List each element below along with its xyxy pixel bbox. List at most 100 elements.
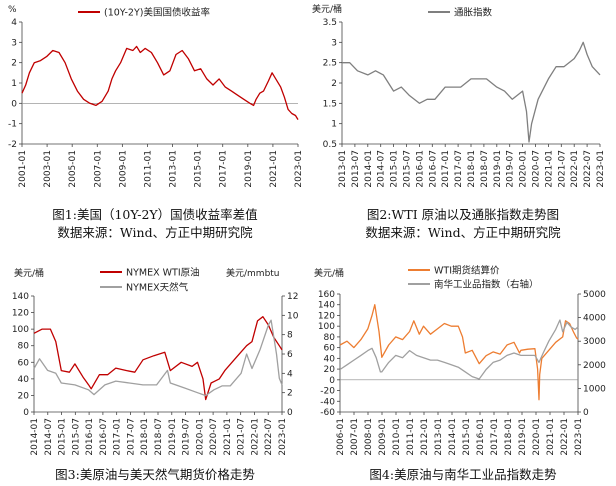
chart-2-x-tick-label: 2020-07 bbox=[532, 150, 542, 188]
chart-2-x-tick-label: 2015-07 bbox=[403, 150, 413, 188]
chart-4-x-tick-label: 2020-01 bbox=[532, 418, 542, 456]
chart-4-x-tick-label: 2017-01 bbox=[490, 418, 500, 456]
chart-4-y-tick-label: 20 bbox=[324, 365, 336, 375]
chart-3-unit-right: 美元/mmbtu bbox=[226, 267, 280, 279]
chart-4-y-tick-label: 0 bbox=[329, 376, 335, 386]
chart-1-x-tick-label: 2023-01 bbox=[294, 150, 304, 188]
chart-3-series-2-line bbox=[33, 319, 283, 397]
chart-3-y-tick-label: 120 bbox=[12, 309, 29, 319]
chart-1-x-tick-label: 2017-01 bbox=[219, 150, 229, 188]
chart-3-x-tick-label: 2014-01 bbox=[30, 418, 40, 456]
chart-3-y2-tick-label: 10 bbox=[287, 311, 299, 321]
chart-1-x-tick-label: 2015-01 bbox=[194, 150, 204, 188]
chart-1-x-tick-label: 2007-01 bbox=[93, 150, 103, 188]
chart-4-y2-tick-label: 4000 bbox=[583, 314, 606, 324]
chart-2-x-tick-label: 2016-07 bbox=[428, 150, 438, 188]
chart-3-y2-tick-label: 12 bbox=[287, 292, 298, 302]
chart-3-x-tick-label: 2021-07 bbox=[237, 418, 247, 456]
chart-1-unit-left: % bbox=[8, 5, 17, 15]
chart-3-x-tick-label: 2021-01 bbox=[223, 418, 233, 456]
chart-3-y-tick-label: 20 bbox=[18, 391, 30, 401]
chart-3-x-tick-label: 2022-07 bbox=[264, 418, 274, 456]
chart-4-x-tick-label: 2022-01 bbox=[560, 418, 570, 456]
chart-2-x-tick-label: 2020-01 bbox=[519, 150, 529, 188]
chart-4-y-tick-label: -20 bbox=[320, 387, 335, 397]
chart-4-y-tick-label: 120 bbox=[318, 311, 335, 321]
chart-4-x-tick-label: 2023-01 bbox=[574, 418, 584, 456]
chart-4-x-tick-label: 2019-01 bbox=[518, 418, 528, 456]
chart-2-source: 数据来源：Wind、方正中期研究院 bbox=[365, 225, 561, 240]
chart-2-x-tick-label: 2015-01 bbox=[390, 150, 400, 188]
chart-3-series-1-line bbox=[33, 316, 283, 401]
chart-3-x-tick-label: 2017-07 bbox=[126, 418, 136, 456]
chart-3-caption: 图3:美原油与美天然气期货价格走势 bbox=[55, 467, 255, 482]
chart-2-y-tick-label: 2 bbox=[331, 79, 337, 89]
chart-1-source: 数据来源：Wind、方正中期研究院 bbox=[57, 225, 253, 240]
chart-2-svg: 0.5 1 1.5 2 2.5 3 3.5 2013-01 2013-07 2014-01 2014… bbox=[312, 3, 606, 188]
chart-3-x-tick-label: 2018-01 bbox=[140, 418, 150, 456]
chart-1-x-tick-label: 2009-01 bbox=[118, 150, 128, 188]
chart-1-series-1-line bbox=[21, 45, 299, 120]
chart-4-y-tick-label: 60 bbox=[324, 344, 336, 354]
chart-3-y-tick-label: 40 bbox=[18, 375, 30, 385]
chart-2-x-tick-label: 2023-01 bbox=[596, 150, 606, 188]
chart-4-x-tick-label: 2012-01 bbox=[420, 418, 430, 456]
chart-4-caption: 图4:美原油与南华工业品指数走势 bbox=[369, 467, 557, 482]
chart-4-y-tick-label: 140 bbox=[318, 301, 335, 311]
chart-1-x-tick-label: 2011-01 bbox=[143, 150, 153, 188]
chart-2-y-tick-label: 3.5 bbox=[323, 18, 337, 28]
chart-2-x-tick-label: 2018-01 bbox=[467, 150, 477, 188]
chart-1-y-tick-label: 0 bbox=[11, 99, 17, 109]
chart-1-y-tick-label: 4 bbox=[11, 18, 17, 28]
chart-4-x-tick-label: 2018-01 bbox=[504, 418, 514, 456]
chart-1-y-tick-label: 3 bbox=[11, 38, 17, 48]
chart-1-x-tick-label: 2005-01 bbox=[68, 150, 78, 188]
chart-3-y-tick-label: 0 bbox=[23, 408, 29, 418]
chart-2-x-tick-label: 2014-07 bbox=[377, 150, 387, 188]
chart-2-x-tick-label: 2017-07 bbox=[454, 150, 464, 188]
chart-3-x-tick-label: 2022-01 bbox=[250, 418, 260, 456]
chart-2-caption: 图2:WTI 原油以及通胀指数走势图 bbox=[366, 207, 560, 222]
chart-2-y-tick-label: 0.5 bbox=[323, 140, 337, 150]
chart-4-y2-tick-label: 5000 bbox=[583, 290, 606, 300]
chart-4-x-tick-label: 2011-01 bbox=[406, 418, 416, 456]
chart-4-svg: -60-40-200204060801001201401600100020003… bbox=[314, 265, 606, 456]
chart-4-series-1-line bbox=[339, 304, 579, 401]
chart-3-y2-tick-label: 4 bbox=[287, 369, 293, 379]
chart-4-x-tick-label: 2013-01 bbox=[434, 418, 444, 456]
chart-4-legend-1-label: WTI期货结算价 bbox=[434, 265, 500, 277]
chart-2-x-tick-label: 2019-01 bbox=[493, 150, 503, 188]
chart-3-x-tick-label: 2023-01 bbox=[278, 418, 288, 456]
chart-3-legend-2-label: NYMEX天然气 bbox=[126, 282, 189, 294]
chart-2-x-tick-label: 2016-01 bbox=[415, 150, 425, 188]
chart-2-series-1-line bbox=[342, 41, 601, 143]
chart-3-unit-left: 美元/桶 bbox=[14, 267, 44, 279]
chart-4-y2-tick-label: 2000 bbox=[583, 361, 606, 371]
chart-2-x-tick-label: 2022-07 bbox=[583, 150, 593, 188]
chart-4-y2-tick-label: 3000 bbox=[583, 337, 606, 347]
chart-4-y-tick-label: -60 bbox=[320, 408, 335, 418]
chart-2-x-tick-label: 2022-01 bbox=[570, 150, 580, 188]
chart-2-x-tick-label: 2019-07 bbox=[506, 150, 516, 188]
chart-3-x-tick-label: 2016-01 bbox=[85, 418, 95, 456]
chart-1-x-tick-label: 2019-01 bbox=[244, 150, 254, 188]
chart-2-x-tick-label: 2014-01 bbox=[364, 150, 374, 188]
chart-3-x-tick-label: 2020-07 bbox=[209, 418, 219, 456]
chart-2-x-tick-label: 2013-01 bbox=[338, 150, 348, 188]
chart-4-x-tick-label: 2014-01 bbox=[448, 418, 458, 456]
chart-3-x-tick-label: 2018-07 bbox=[154, 418, 164, 456]
chart-4-y2-tick-label: 1000 bbox=[583, 384, 606, 394]
chart-4-x-tick-label: 2015-01 bbox=[462, 418, 472, 456]
chart-3-x-tick-label: 2017-01 bbox=[113, 418, 123, 456]
chart-2-x-tick-label: 2018-07 bbox=[480, 150, 490, 188]
chart-4-series-2-line bbox=[339, 319, 579, 380]
chart-1-x-tick-label: 2021-01 bbox=[269, 150, 279, 188]
chart-4-y-tick-label: 80 bbox=[324, 333, 336, 343]
chart-1-y-tick-label: 1 bbox=[11, 79, 17, 89]
chart-4-y-tick-label: 160 bbox=[318, 290, 335, 300]
chart-2-x-tick-label: 2021-01 bbox=[544, 150, 554, 188]
chart-4-unit-left: 美元/桶 bbox=[314, 267, 344, 279]
chart-3-x-tick-label: 2015-07 bbox=[71, 418, 81, 456]
chart-3-x-tick-label: 2015-01 bbox=[58, 418, 68, 456]
chart-2-y-tick-label: 2.5 bbox=[323, 59, 337, 69]
